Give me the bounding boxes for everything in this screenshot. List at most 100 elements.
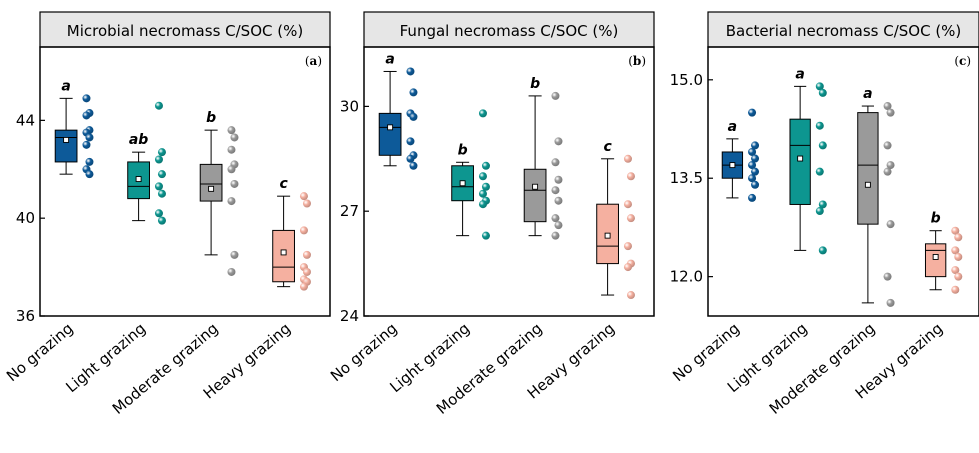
mean-marker bbox=[63, 136, 70, 143]
y-tick-label: 44 bbox=[16, 111, 35, 129]
panel-letter: (c) bbox=[954, 54, 971, 68]
box-body bbox=[523, 168, 547, 223]
data-point bbox=[85, 170, 94, 179]
significance-letter: c bbox=[279, 176, 288, 192]
significance-letter: b bbox=[530, 76, 540, 92]
data-point bbox=[886, 161, 895, 170]
data-point bbox=[481, 161, 490, 170]
data-point bbox=[751, 180, 760, 189]
significance-letter: c bbox=[603, 139, 612, 155]
box-light-grazing: a bbox=[789, 66, 827, 255]
panel-title-bar bbox=[707, 11, 979, 48]
panel-c: Bacterial necromass C/SOC (%) 12.0 13.5 15.… bbox=[669, 11, 979, 418]
data-point bbox=[406, 137, 415, 146]
data-point bbox=[157, 148, 166, 157]
data-point bbox=[299, 282, 308, 291]
data-point bbox=[551, 186, 560, 195]
mean-marker bbox=[135, 176, 142, 183]
box-no-grazing: a bbox=[378, 51, 418, 170]
data-point bbox=[886, 108, 895, 117]
plot-frame bbox=[707, 46, 979, 317]
data-point bbox=[227, 165, 236, 174]
data-point bbox=[481, 182, 490, 191]
data-point bbox=[230, 133, 239, 142]
mean-marker bbox=[387, 124, 394, 131]
data-point bbox=[818, 141, 827, 150]
data-point bbox=[748, 174, 757, 183]
data-point bbox=[299, 226, 308, 235]
mean-marker bbox=[208, 185, 215, 192]
data-point bbox=[623, 242, 632, 251]
box-moderate-grazing: a bbox=[857, 86, 895, 307]
data-point bbox=[409, 112, 418, 121]
plot-frame bbox=[39, 46, 331, 317]
data-point bbox=[227, 145, 236, 154]
box-light-grazing: b bbox=[451, 109, 490, 240]
mean-marker bbox=[532, 183, 539, 190]
data-point bbox=[954, 272, 963, 281]
box-body bbox=[272, 229, 295, 283]
data-point bbox=[478, 109, 487, 118]
panel-title-bar bbox=[39, 11, 331, 48]
data-point bbox=[883, 141, 892, 150]
box-heavy-grazing: c bbox=[272, 176, 311, 291]
data-point bbox=[478, 189, 487, 198]
data-point bbox=[623, 200, 632, 209]
box-no-grazing: a bbox=[721, 108, 760, 202]
panel-a: Microbial necromass C/SOC (%) 36 40 44 (a) a N… bbox=[3, 11, 331, 418]
data-point bbox=[886, 220, 895, 229]
box-body bbox=[378, 112, 402, 156]
data-point bbox=[478, 200, 487, 209]
mean-marker bbox=[932, 254, 939, 260]
data-point bbox=[748, 193, 757, 202]
data-point bbox=[406, 154, 415, 163]
significance-letter: ab bbox=[129, 132, 148, 148]
data-point bbox=[481, 231, 490, 240]
data-point bbox=[883, 102, 892, 111]
data-point bbox=[954, 233, 963, 242]
significance-letter: a bbox=[863, 86, 872, 102]
data-point bbox=[551, 231, 560, 240]
data-point bbox=[82, 111, 91, 120]
data-point bbox=[751, 167, 760, 176]
data-point bbox=[623, 154, 632, 163]
data-point bbox=[951, 246, 960, 255]
box-body bbox=[54, 129, 78, 163]
box-body bbox=[199, 163, 223, 202]
data-point bbox=[302, 199, 311, 208]
data-point bbox=[815, 82, 824, 91]
data-point bbox=[626, 172, 635, 181]
data-point bbox=[227, 197, 236, 206]
panel-b: Fungal necromass C/SOC (%) 24 27 30 (b) a No g… bbox=[327, 11, 655, 418]
panel-title-bar bbox=[363, 11, 655, 48]
data-point bbox=[626, 291, 635, 300]
data-point bbox=[406, 67, 415, 76]
mean-marker bbox=[459, 180, 466, 187]
data-point bbox=[626, 214, 635, 223]
data-point bbox=[748, 108, 757, 117]
data-point bbox=[154, 155, 163, 164]
data-point bbox=[157, 189, 166, 198]
data-point bbox=[230, 250, 239, 259]
data-point bbox=[815, 167, 824, 176]
data-point bbox=[818, 88, 827, 97]
mean-marker bbox=[864, 181, 871, 188]
significance-letter: a bbox=[728, 119, 737, 135]
data-point bbox=[748, 147, 757, 156]
data-point bbox=[623, 263, 632, 272]
data-point bbox=[409, 161, 418, 170]
box-heavy-grazing: b bbox=[924, 211, 963, 294]
data-point bbox=[748, 161, 757, 170]
panel-letter: (b) bbox=[628, 54, 646, 68]
data-point bbox=[883, 272, 892, 281]
data-point bbox=[951, 226, 960, 235]
data-point bbox=[818, 200, 827, 209]
panel-title: Microbial necromass C/SOC (%) bbox=[67, 22, 303, 40]
category-label: No grazing bbox=[327, 319, 401, 385]
data-point bbox=[302, 250, 311, 259]
data-point bbox=[818, 246, 827, 255]
box-no-grazing: a bbox=[54, 78, 94, 179]
y-tick-label: 30 bbox=[340, 97, 359, 115]
y-tick-label: 24 bbox=[340, 307, 359, 325]
